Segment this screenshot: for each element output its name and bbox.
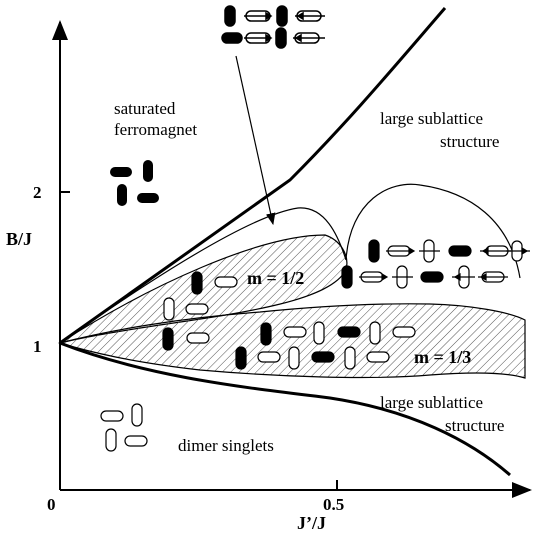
y-tick-label-2: 2 xyxy=(33,183,42,202)
saturation-line xyxy=(59,7,447,345)
saturated-label-1: saturated xyxy=(114,99,176,118)
large-upper-label-1: large sublattice xyxy=(380,109,483,128)
saturated-label-2: ferromagnet xyxy=(114,120,197,139)
glyphs-m-half xyxy=(162,271,238,351)
glyphs-m-third xyxy=(235,321,416,370)
x-axis-label: J’/J xyxy=(297,513,326,533)
pointer-arrow xyxy=(235,55,276,226)
large-lower-label-1: large sublattice xyxy=(380,393,483,412)
m-third-label: m = 1/3 xyxy=(414,347,471,367)
glyphs-top xyxy=(221,5,325,49)
dimer-label: dimer singlets xyxy=(178,436,274,455)
x-tick-label-0.5: 0.5 xyxy=(323,495,344,514)
glyphs-dimer xyxy=(100,403,148,452)
lower-critical-line xyxy=(59,341,511,477)
x-tick-label-0: 0 xyxy=(47,495,56,514)
large-lower-label-2: structure xyxy=(445,416,504,435)
m-half-label: m = 1/2 xyxy=(247,268,304,288)
upper-dome-curve xyxy=(345,183,521,279)
glyphs-saturated xyxy=(110,160,159,206)
m-third-region xyxy=(57,303,526,379)
large-upper-label-2: structure xyxy=(440,132,499,151)
y-tick-label-1: 1 xyxy=(33,337,42,356)
glyphs-large-sublattice xyxy=(341,239,530,289)
y-axis-label: B/J xyxy=(6,229,32,249)
